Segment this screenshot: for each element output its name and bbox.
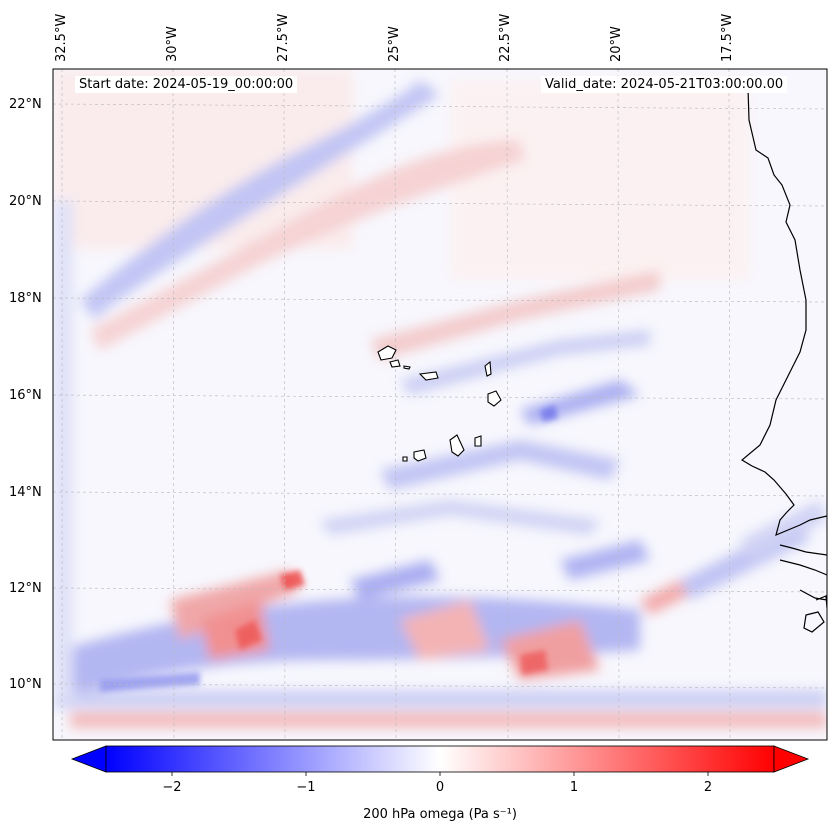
lat-label-12n: 12°N [9,581,42,596]
colorbar-tick-2: 2 [703,780,713,795]
lat-label-20n: 20°N [9,194,42,209]
colorbar-title: 200 hPa omega (Pa s⁻¹) [363,807,517,822]
lat-label-22n: 22°N [9,97,42,112]
lon-label-25w: 25°W [387,26,402,62]
lat-label-18n: 18°N [9,291,42,306]
colorbar-tick-0: 0 [435,780,445,795]
lon-label-17-5w: 17.5°W [720,13,735,62]
colorbar [70,745,810,776]
lat-label-10n: 10°N [9,677,42,692]
colorbar-tick-neg1: −1 [296,780,316,795]
lon-label-27-5w: 27.5°W [276,13,291,62]
gridlines [53,69,827,740]
lon-label-20w: 20°W [609,26,624,62]
map-frame [52,68,828,741]
africa-coastline [740,87,827,537]
lon-label-22-5w: 22.5°W [498,13,513,62]
lat-label-16n: 16°N [9,388,42,403]
lat-label-14n: 14°N [9,485,42,500]
start-date-label: Start date: 2024-05-19_00:00:00 [75,76,298,93]
omega-field [53,69,827,740]
lon-label-30w: 30°W [165,26,180,62]
colorbar-tick-1: 1 [569,780,579,795]
cape-verde-islands [377,345,502,462]
lon-label-32-5w: 32.5°W [54,13,69,62]
valid-date-label: Valid_date: 2024-05-21T03:00:00.00 [541,76,788,93]
colorbar-tick-neg2: −2 [162,780,182,795]
